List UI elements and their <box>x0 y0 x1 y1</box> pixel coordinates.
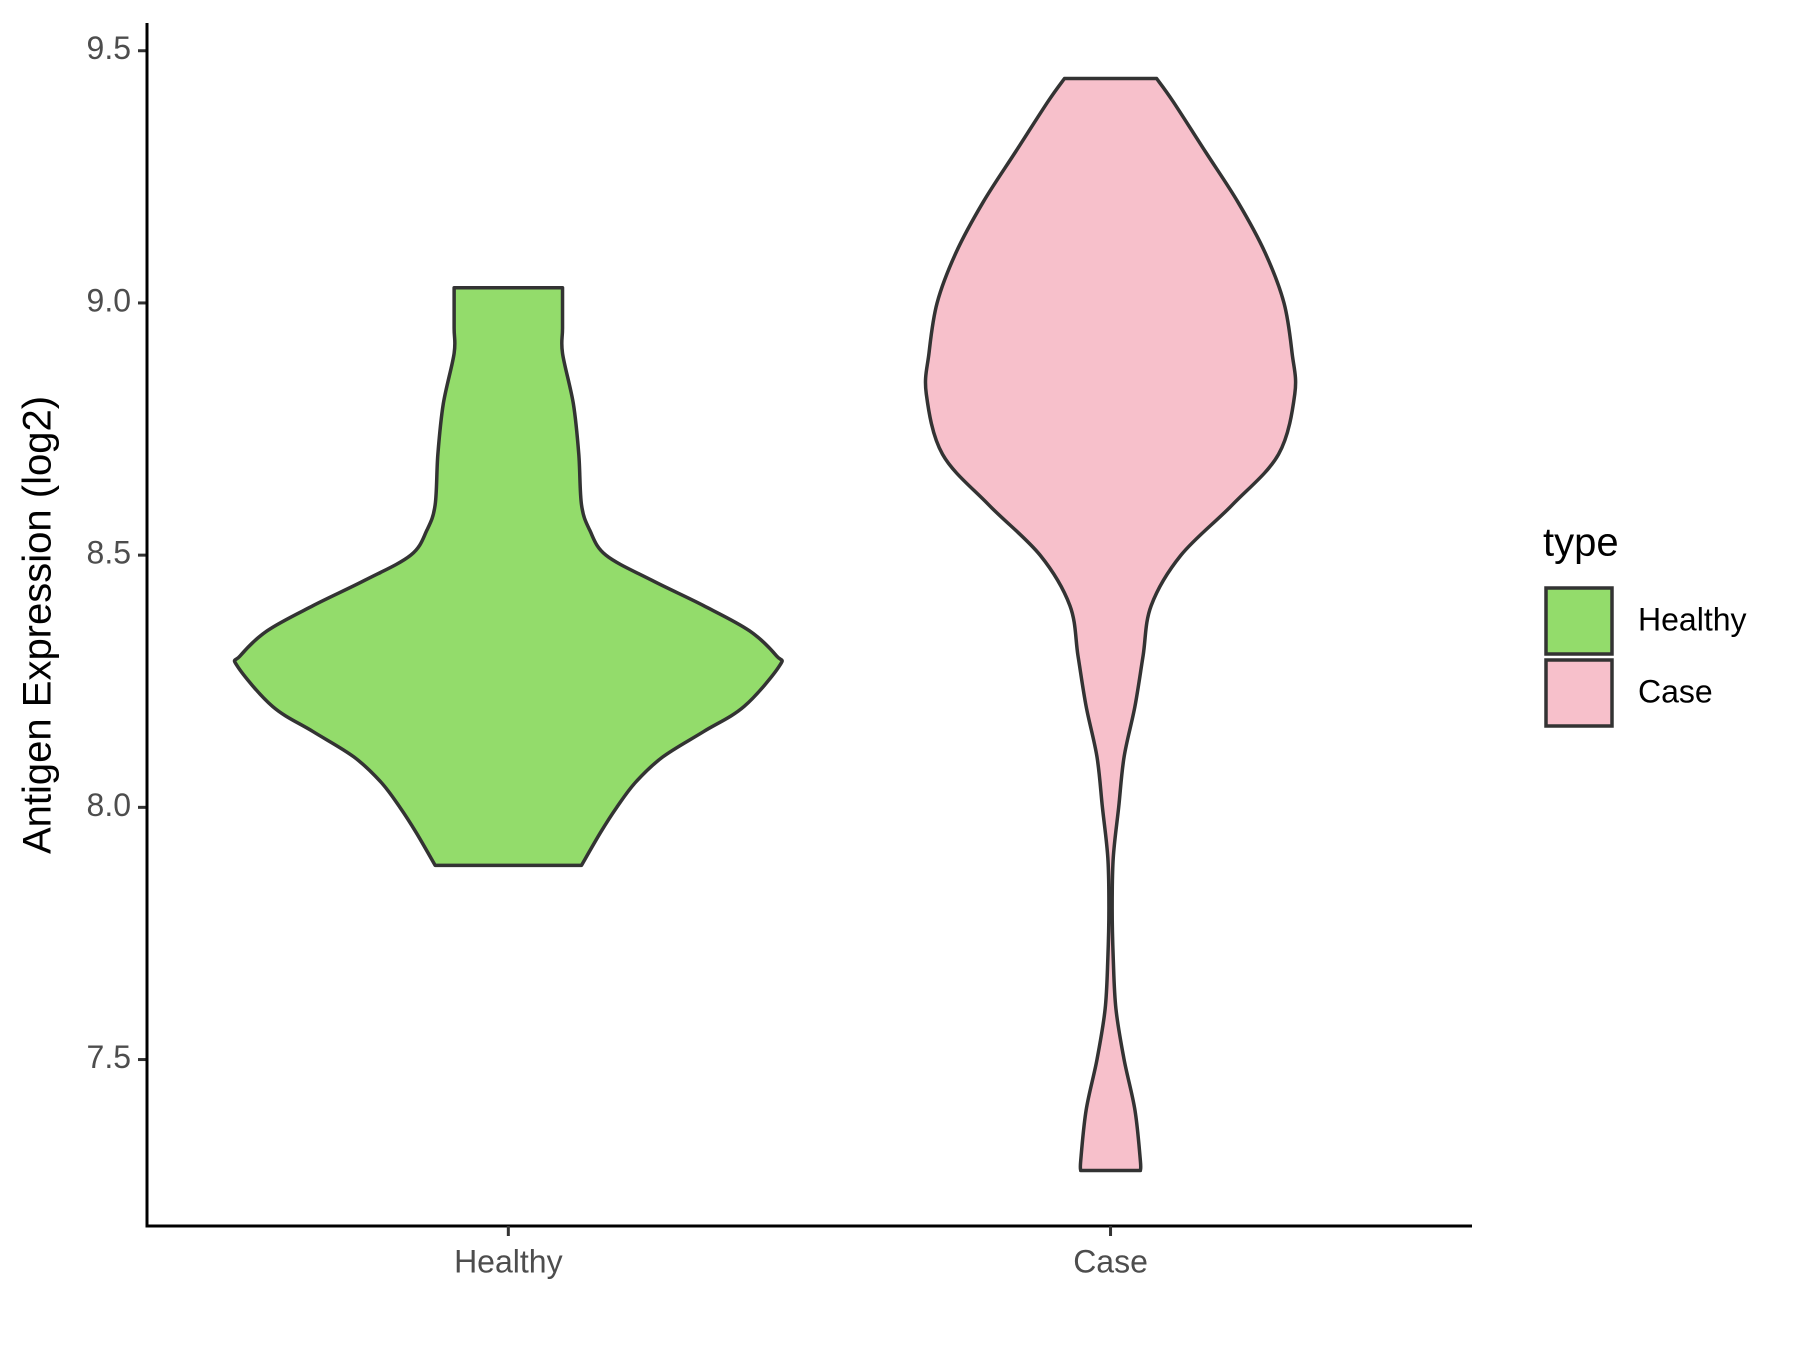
x-tick-label: Case <box>1073 1243 1148 1279</box>
x-tick-label: Healthy <box>454 1243 563 1279</box>
legend-key <box>1544 586 1614 656</box>
y-tick-label: 9.5 <box>87 30 131 66</box>
legend-title: type <box>1543 521 1619 565</box>
legend-key <box>1544 658 1614 728</box>
y-tick-label: 7.5 <box>87 1039 131 1075</box>
legend-label: Healthy <box>1638 601 1747 637</box>
y-axis-label: Antigen Expression (log2) <box>16 396 60 854</box>
y-tick-label: 8.5 <box>87 535 131 571</box>
y-tick-label: 8.0 <box>87 787 131 823</box>
violin <box>232 286 784 868</box>
legend-label: Case <box>1638 673 1713 709</box>
y-tick-label: 9.0 <box>87 282 131 318</box>
violin <box>923 76 1298 1173</box>
